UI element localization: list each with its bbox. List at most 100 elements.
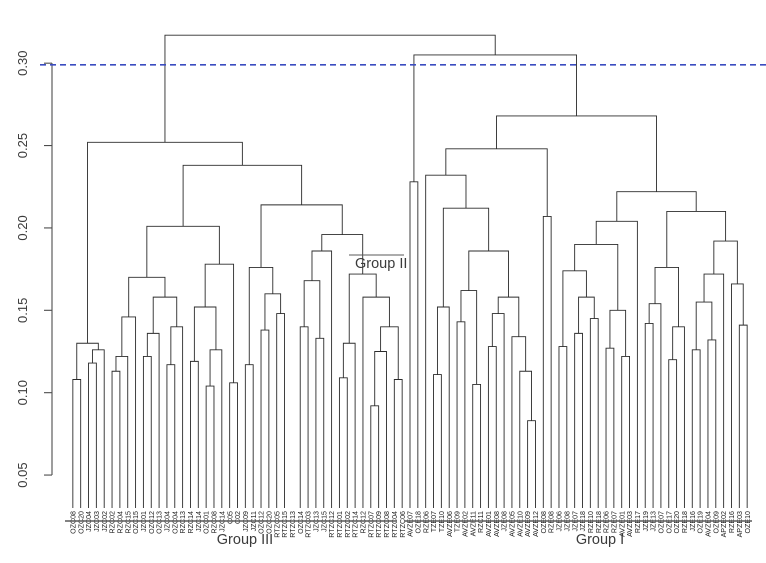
leaf-label: RTZC12 — [328, 511, 336, 538]
dendrogram-link — [121, 316, 137, 508]
leaf-label: RZE16 — [728, 511, 736, 533]
y-axis-tick-label: 0.15 — [15, 298, 30, 323]
leaf-label: RTZC04 — [391, 511, 399, 538]
dendrogram-link — [425, 174, 467, 508]
leaf-label: RZC13 — [179, 511, 187, 534]
dendrogram-link — [511, 336, 527, 508]
dendrogram-link — [497, 296, 520, 337]
leaf-label: OZC08 — [69, 511, 77, 534]
dendrogram-link — [72, 379, 82, 508]
leaf-label: OZC14 — [297, 511, 305, 534]
leaf-label: AVZE05 — [509, 511, 517, 537]
leaf-label: RTZC15 — [281, 511, 289, 538]
dendrogram-link — [204, 263, 235, 383]
leaf-label: OZC04 — [171, 511, 179, 534]
dendrogram-link — [691, 349, 701, 508]
dendrogram-link — [574, 332, 583, 508]
dendrogram-link — [276, 313, 285, 508]
leaf-label: RZC12 — [360, 511, 368, 534]
leaf-label: OZE20 — [673, 511, 681, 534]
dendrogram-link — [672, 326, 685, 508]
dendrogram-link — [264, 293, 282, 331]
leaf-labels: OZC08 OZC20 JZC04 JZC03 JZC02 RZC02 RZC04 RZC15… — [69, 511, 751, 538]
leaf-label: OZE10 — [744, 511, 752, 534]
leaf-label: RZC11 — [477, 511, 485, 533]
leaf-label: AVZE01 — [485, 511, 493, 537]
dendrogram-link — [738, 324, 748, 508]
dendrogram-link — [621, 355, 630, 508]
dendrogram-link — [260, 204, 343, 268]
dendrogram-link — [193, 306, 217, 362]
dendrogram-link — [605, 347, 615, 508]
y-axis-tick-label: 0.25 — [15, 133, 30, 158]
dendrogram-link — [456, 321, 466, 508]
leaf-label: RZE08 — [548, 511, 556, 533]
leaf-label: OZC13 — [156, 511, 164, 534]
dendrogram-link — [260, 329, 270, 508]
y-axis-tick-label: 0.20 — [15, 215, 30, 240]
dendrogram-link — [380, 326, 399, 380]
y-axis-tick-label: 0.30 — [15, 51, 30, 76]
leaf-label: RZC15 — [124, 511, 132, 534]
leaf-label: AVZE07 — [407, 511, 415, 537]
leaf-label: AVZE04 — [705, 511, 713, 537]
leaf-label: RZE06 — [603, 511, 611, 533]
dendrogram-link — [442, 207, 490, 308]
dendrogram-link — [374, 351, 387, 508]
dendrogram-link — [436, 306, 450, 508]
dendrogram-link — [111, 370, 121, 508]
dendrogram-link — [519, 370, 532, 508]
dendrogram-link — [142, 355, 152, 508]
dendrogram-link — [91, 349, 105, 508]
leaf-label: OZE17 — [665, 511, 673, 534]
dendrogram-link — [644, 323, 654, 508]
leaf-label: AVZE12 — [532, 511, 540, 537]
dendrogram-link — [146, 225, 220, 278]
dendrogram-link — [182, 164, 303, 227]
leaf-label: RZE17 — [634, 511, 642, 533]
leaf-label: RZC08 — [211, 511, 219, 534]
leaf-label: RZE07 — [610, 511, 618, 533]
dendrogram-link — [578, 296, 595, 334]
leaf-label: RZE06 — [422, 511, 430, 533]
leaf-label: OZC12 — [258, 511, 266, 534]
leaf-label: RZC04 — [116, 511, 124, 534]
dendrogram-link — [731, 283, 744, 508]
leaf-label: APZE03 — [736, 511, 744, 537]
dendrogram-link — [115, 355, 129, 508]
dendrogram-link — [303, 280, 321, 339]
dendrogram-link — [668, 359, 678, 508]
dendrogram-link — [76, 342, 99, 380]
leaf-label: OZE07 — [658, 511, 666, 534]
dendrogram-link — [558, 346, 568, 508]
dendrogram-link — [589, 318, 599, 508]
dendrogram-links — [72, 34, 748, 508]
leaf-label: OZE19 — [697, 511, 705, 534]
dendrogram-link — [315, 337, 325, 508]
dendrogram-link — [491, 313, 505, 508]
leaf-label: RTZC09 — [375, 511, 383, 538]
leaf-label: RTZC05 — [273, 511, 281, 538]
dendrogram-link — [648, 303, 662, 508]
leaf-label: APZE02 — [720, 511, 728, 537]
leaf-label: RZC02 — [109, 511, 117, 534]
dendrogram-link — [166, 364, 176, 508]
y-axis-tick-label: 0.05 — [15, 462, 30, 487]
dendrogram-link — [205, 385, 215, 508]
leaf-label: OZC20 — [77, 511, 85, 534]
leaf-label: OZE09 — [712, 511, 720, 534]
dendrogram-link — [128, 276, 166, 317]
dendrogram-link — [707, 339, 717, 508]
leaf-label: RTZC08 — [383, 511, 391, 538]
dendrogram-link — [574, 243, 619, 311]
y-axis-tick-label: 0.10 — [15, 380, 30, 405]
leaf-label: AVZE10 — [516, 511, 524, 537]
dendrogram-link — [713, 240, 738, 284]
dendrogram-link — [595, 220, 638, 508]
leaf-label: RZE18 — [595, 511, 603, 533]
dendrogram-link — [468, 250, 509, 298]
y-axis: 0.05 0.10 0.15 0.20 0.25 0.30 — [15, 51, 53, 488]
leaf-label: OZE08 — [540, 511, 548, 534]
group-annotations: Group III Group I Group II — [65, 254, 752, 548]
